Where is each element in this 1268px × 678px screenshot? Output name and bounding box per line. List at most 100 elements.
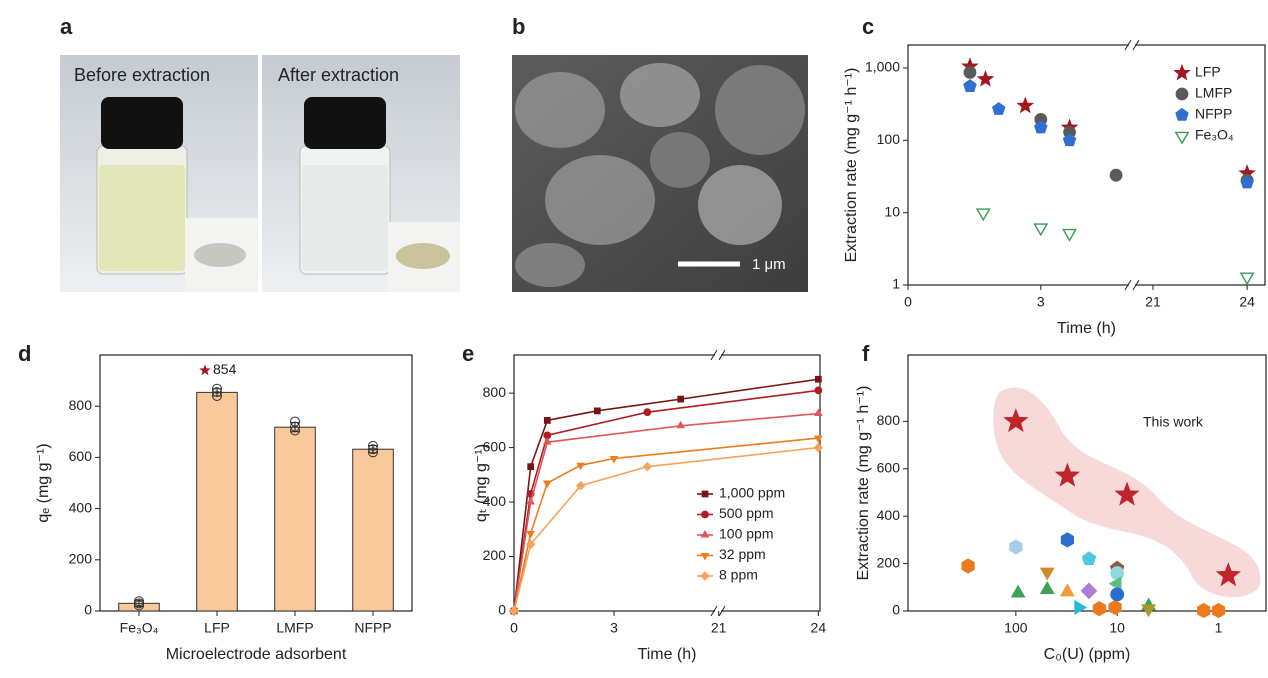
marker <box>1033 223 1049 237</box>
photo-label: Before extraction <box>74 65 210 85</box>
photo-after: After extraction <box>262 55 460 292</box>
x-tick-label: 21 <box>711 620 727 636</box>
y-tick-label: 0 <box>498 602 506 618</box>
y-axis-label: qₜ (mg g⁻¹) <box>473 444 490 522</box>
axis-break <box>710 349 718 361</box>
bar <box>274 426 316 612</box>
axis-break <box>710 605 718 617</box>
bar <box>352 448 394 612</box>
x-tick-label: LMFP <box>276 620 313 636</box>
y-tick-label: 800 <box>877 412 901 428</box>
y-tick-label: 400 <box>877 507 901 523</box>
series-line <box>513 437 819 612</box>
plot-frame <box>907 354 1267 612</box>
marker <box>543 431 552 440</box>
marker <box>1240 175 1254 189</box>
marker <box>1016 96 1035 114</box>
marker <box>1080 582 1098 600</box>
marker <box>1081 551 1097 566</box>
x-tick-label: NFPP <box>354 620 391 636</box>
y-tick-label: 200 <box>483 547 507 563</box>
legend-label: 32 ppm <box>719 546 766 562</box>
marker <box>677 395 685 403</box>
data-point <box>368 440 378 451</box>
marker <box>1010 584 1026 598</box>
legend-marker <box>1173 63 1191 81</box>
panel-label: a <box>60 14 73 39</box>
data-point <box>212 383 222 394</box>
plot-frame <box>513 354 821 612</box>
data-point <box>368 444 378 455</box>
y-tick-label: 0 <box>84 602 92 618</box>
y-tick-label: 0 <box>892 602 900 618</box>
data-point <box>212 387 222 398</box>
x-tick-label: 21 <box>1145 294 1161 310</box>
legend-label: 100 ppm <box>719 526 773 542</box>
marker <box>1003 408 1029 433</box>
marker <box>1060 532 1074 548</box>
marker <box>1239 272 1255 286</box>
marker <box>1009 539 1023 555</box>
marker <box>576 462 585 471</box>
axis-break <box>715 352 721 358</box>
marker <box>961 558 975 574</box>
axis-break <box>718 349 726 361</box>
marker <box>1108 576 1122 592</box>
plot-frame <box>907 44 1266 286</box>
data-point <box>212 390 222 401</box>
marker <box>1197 602 1211 619</box>
legend-label: 1,000 ppm <box>719 485 785 501</box>
x-tick-label: 100 <box>1004 620 1028 636</box>
marker <box>963 79 977 92</box>
marker <box>976 69 995 87</box>
axis-break <box>715 608 721 614</box>
y-tick-label: 100 <box>877 131 901 147</box>
marker <box>814 435 823 444</box>
panel-label: f <box>862 341 870 366</box>
x-tick-label: 0 <box>510 620 518 636</box>
x-tick-label: Fe₃O₄ <box>120 620 159 636</box>
marker <box>1062 228 1078 242</box>
y-tick-label: 800 <box>69 397 93 413</box>
marker <box>813 442 824 453</box>
sem-image: 1 μm <box>512 55 808 292</box>
y-tick-label: 1,000 <box>865 59 900 75</box>
legend-label: Fe₃O₄ <box>1195 127 1234 143</box>
legend-label: LMFP <box>1195 85 1232 101</box>
y-tick-label: 600 <box>877 459 901 475</box>
panel-label: b <box>512 14 525 39</box>
marker <box>676 420 685 429</box>
marker <box>1141 604 1157 618</box>
x-tick-label: 10 <box>1109 620 1125 636</box>
scale-bar-label: 1 μm <box>752 256 786 273</box>
x-axis-label: Time (h) <box>638 646 697 663</box>
marker <box>975 208 991 222</box>
marker <box>509 606 519 616</box>
marker <box>814 386 823 395</box>
legend-marker <box>700 530 710 538</box>
y-tick-label: 10 <box>884 203 900 219</box>
data-point <box>134 598 144 609</box>
label-star <box>199 364 211 376</box>
marker <box>814 375 822 383</box>
value-label: 854 <box>213 361 237 377</box>
marker <box>526 497 535 505</box>
axis-break <box>1124 39 1132 51</box>
marker <box>1039 581 1055 594</box>
y-tick-label: 600 <box>69 448 93 464</box>
x-tick-label: 24 <box>1239 294 1255 310</box>
data-point <box>290 416 300 427</box>
y-tick-label: 200 <box>877 554 901 570</box>
legend-marker <box>700 553 710 561</box>
panel-label: d <box>18 341 31 366</box>
marker <box>1109 168 1123 182</box>
marker <box>1039 567 1055 581</box>
axis-break <box>1129 42 1135 48</box>
marker <box>1092 601 1106 617</box>
y-tick-label: 600 <box>483 438 507 454</box>
marker <box>543 416 551 424</box>
marker <box>1062 133 1077 147</box>
x-tick-label: 3 <box>610 620 618 636</box>
